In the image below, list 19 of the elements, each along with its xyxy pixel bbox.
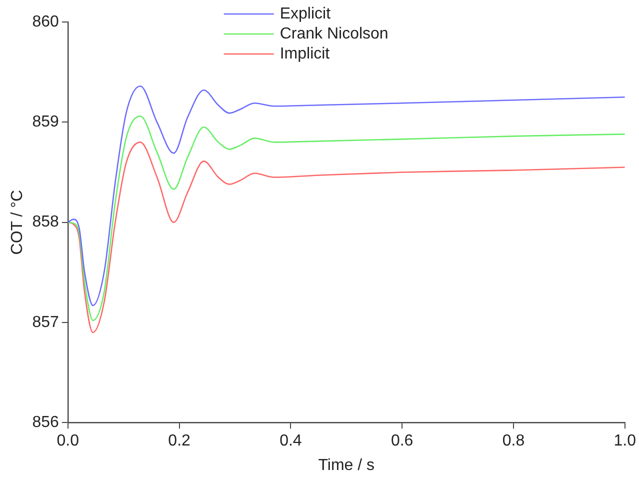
x-tick-label: 0.6 [390,432,414,450]
legend-label: Implicit [280,45,330,62]
y-tick-label: 858 [32,214,59,231]
x-tick-label: 0.8 [502,432,525,450]
y-tick-label: 857 [32,314,59,331]
x-tick-label: 0.2 [168,432,191,450]
x-tick-label: 1.0 [614,432,636,450]
line-series [68,115,625,322]
line-series [68,142,625,334]
y-tick-label: 856 [32,414,59,432]
legend-label: Crank Nicolson [280,25,388,42]
x-tick-label: 0.0 [56,432,80,450]
y-tick-label: 859 [32,114,59,131]
x-axis-title: Time / s [318,456,375,474]
legend-label: Explicit [280,5,332,22]
line-series [68,85,625,306]
x-tick-label: 0.4 [280,432,302,450]
y-axis-title: COT / °C [9,190,26,255]
y-tick-label: 860 [32,13,59,30]
